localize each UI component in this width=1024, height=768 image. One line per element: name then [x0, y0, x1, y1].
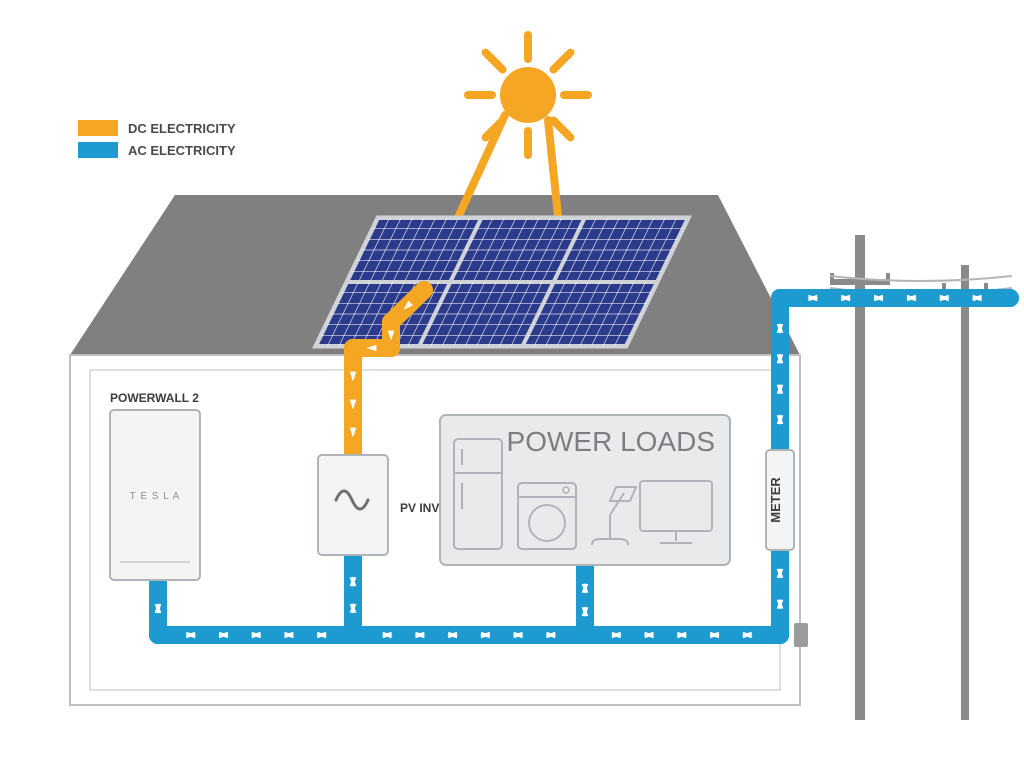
utility-pole: [855, 235, 865, 720]
legend-label: AC ELECTRICITY: [128, 143, 236, 158]
wall-penetration: [794, 623, 808, 647]
legend-swatch: [78, 120, 118, 136]
ac-grid-v: [771, 289, 789, 459]
tesla-brand: T E S L A: [130, 491, 181, 502]
legend-label: DC ELECTRICITY: [128, 121, 236, 136]
power-loads-title: POWER LOADS: [507, 426, 715, 457]
powerwall-label: POWERWALL 2: [110, 391, 199, 405]
utility-pole: [961, 265, 969, 720]
ac-trunk: [149, 626, 789, 644]
solar-system-diagram: POWERWALL 2T E S L APV INVERTERPOWER LOA…: [0, 0, 1024, 768]
ac-riser: [576, 556, 594, 644]
meter-label: METER: [768, 477, 783, 523]
ac-riser: [344, 546, 362, 644]
legend-swatch: [78, 142, 118, 158]
solar-panels: [316, 218, 688, 346]
